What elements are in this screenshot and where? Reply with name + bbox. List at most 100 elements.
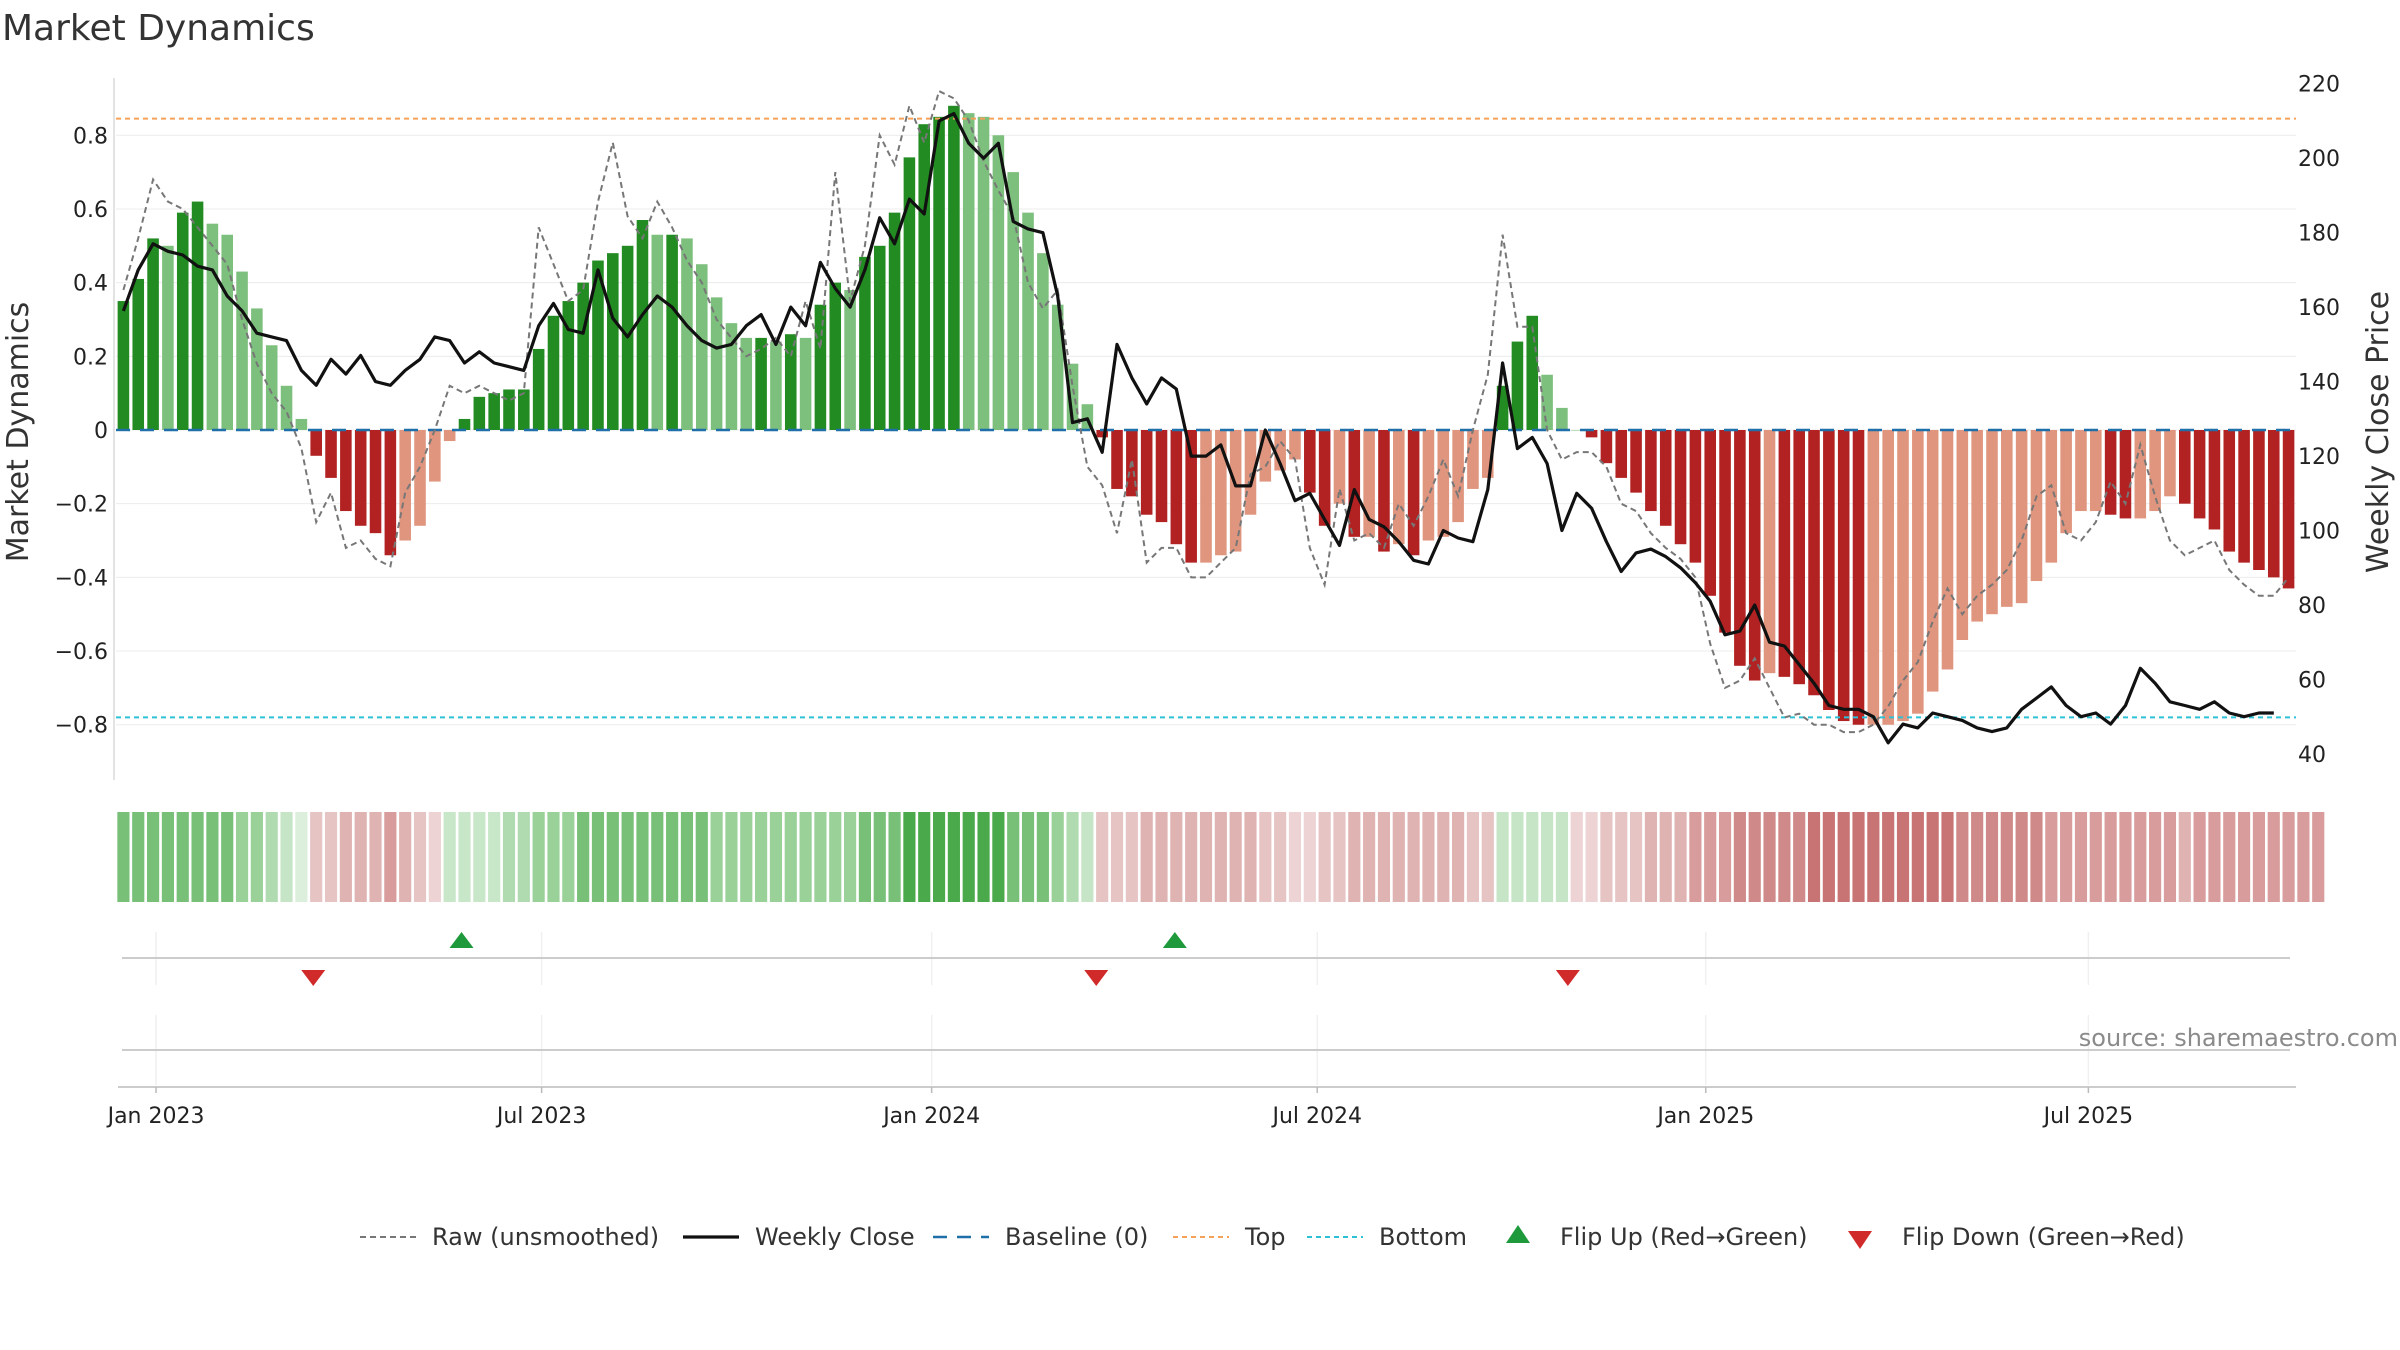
bar <box>651 234 664 430</box>
x-tick-label: Jan 2024 <box>881 1104 980 1129</box>
strip-cell <box>888 812 901 902</box>
bar <box>2223 430 2236 552</box>
y-tick-label: −0.6 <box>55 640 108 665</box>
y-tick-label: −0.4 <box>55 566 108 591</box>
strip-cell <box>1822 812 1835 902</box>
strip-cell <box>1348 812 1361 902</box>
y-tick-label: 0.2 <box>73 345 108 370</box>
bar <box>2149 430 2161 512</box>
bar <box>1704 430 1717 596</box>
strip-cell <box>1882 812 1895 902</box>
bar <box>2193 430 2206 519</box>
bar <box>1318 430 1331 526</box>
strip-cell <box>250 812 263 902</box>
strip-cell <box>117 812 130 902</box>
strip-cell <box>384 812 397 902</box>
legend-flip-down-icon <box>1848 1231 1872 1249</box>
bar <box>1912 430 1924 714</box>
strip-cell <box>710 812 723 902</box>
bar <box>191 201 204 430</box>
bar <box>1748 430 1761 681</box>
strip-cell <box>1674 812 1687 902</box>
bar <box>1215 430 1227 556</box>
bar <box>547 315 560 430</box>
bar <box>1452 430 1464 523</box>
strip-cell <box>1288 812 1302 902</box>
strip-cell <box>399 812 412 902</box>
source-text: source: sharemaestro.com <box>2079 1024 2398 1052</box>
bar <box>2134 430 2147 519</box>
strip-cell <box>458 812 471 902</box>
strip-cell <box>755 812 768 902</box>
bar <box>1170 430 1183 545</box>
strip-cell <box>1110 812 1124 902</box>
bar <box>977 116 990 430</box>
bar <box>1600 430 1613 464</box>
bar <box>1778 430 1791 677</box>
bar <box>2030 430 2043 582</box>
strip-cell <box>354 812 367 902</box>
axes: 0.8 0.6 0.4 0.2 0 −0.2 −0.4 −0.6 −0.8 220 200 180 16… <box>55 73 2340 780</box>
strip-cell <box>2297 812 2310 902</box>
strip-cell <box>1140 812 1153 902</box>
bar <box>176 212 189 430</box>
bar <box>1333 430 1346 504</box>
strip-cell <box>740 812 753 902</box>
bar <box>888 212 901 430</box>
strip-cell <box>161 812 174 902</box>
bar <box>1007 172 1019 430</box>
bar <box>784 334 797 430</box>
strip-cell <box>2193 812 2206 902</box>
bar <box>710 297 723 430</box>
bar <box>2001 430 2013 607</box>
strip-cell <box>1541 812 1554 902</box>
bar <box>295 418 308 430</box>
flip-markers-panel <box>118 932 2296 1088</box>
bar <box>2178 430 2191 504</box>
strip-cell <box>577 812 590 902</box>
strip-cell <box>1718 812 1732 902</box>
bar <box>1615 430 1628 478</box>
strip-cell <box>2252 812 2266 902</box>
flip-up-marker <box>1162 932 1187 948</box>
bar <box>251 308 263 430</box>
strip-cell <box>1644 812 1657 902</box>
y-tick-label: 0.8 <box>73 124 108 149</box>
y2-tick-label: 140 <box>2298 371 2340 396</box>
bar <box>666 234 678 430</box>
bar <box>1155 430 1168 523</box>
strip-cell <box>1689 812 1702 902</box>
strip-cell <box>2060 812 2073 902</box>
strip-cell <box>1363 812 1376 902</box>
strip-cell <box>1659 812 1672 902</box>
strip-cell <box>784 812 797 902</box>
strip-cell <box>1392 812 1405 902</box>
bar <box>1882 430 1894 725</box>
bar <box>992 135 1005 430</box>
strip-cell <box>829 812 842 902</box>
strip-cell <box>1021 812 1035 902</box>
bar <box>1630 430 1642 493</box>
bar <box>488 393 500 430</box>
flip-down-marker <box>1084 970 1109 986</box>
strip-cell <box>1452 812 1465 902</box>
strip-cell <box>695 812 708 902</box>
weekly-close-line <box>121 111 2274 745</box>
strip-cell <box>1407 812 1420 902</box>
y2-tick-label: 80 <box>2298 594 2326 619</box>
strip-cell <box>562 812 575 902</box>
strip-cell <box>2045 812 2058 902</box>
strip-cell <box>280 812 293 902</box>
strip-cell <box>324 812 338 902</box>
strip-cell <box>918 812 931 902</box>
strip-cell <box>191 812 204 902</box>
strip-cell <box>1007 812 1020 902</box>
strip-cell <box>858 812 871 902</box>
strip-cell <box>1170 812 1183 902</box>
strip-cell <box>132 812 145 902</box>
strip-cell <box>680 812 694 902</box>
strip-cell <box>1867 812 1880 902</box>
strip-cell <box>2149 812 2162 902</box>
strip-cell <box>1066 812 1079 902</box>
